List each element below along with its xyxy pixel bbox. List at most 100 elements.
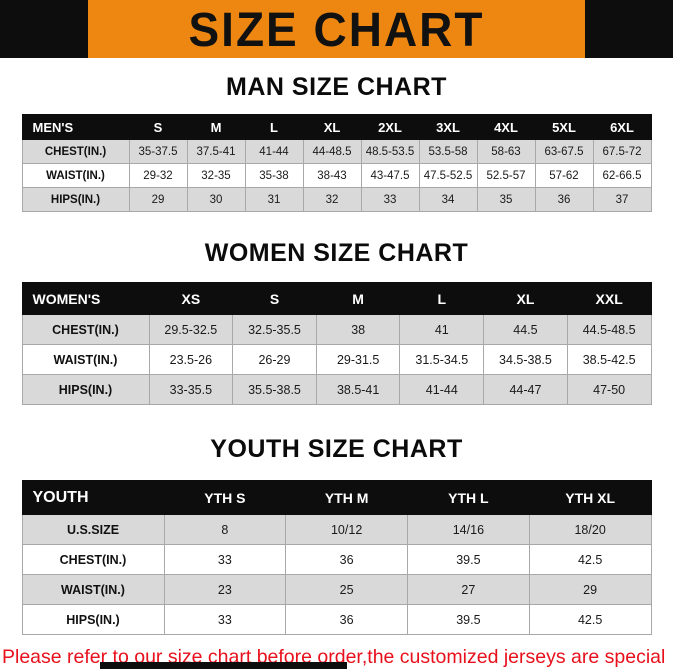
column-header: M xyxy=(315,282,401,315)
table-cell: 41-44 xyxy=(244,139,304,164)
table-corner-header: MEN'S xyxy=(21,114,130,140)
row-label: WAIST(IN.) xyxy=(21,163,130,188)
table-cell: 38.5-41 xyxy=(315,374,401,405)
table-cell: 38 xyxy=(315,314,401,345)
table-cell: 31 xyxy=(244,187,304,212)
table-cell: 29.5-32.5 xyxy=(148,314,234,345)
table-row: CHEST(IN.) 33 36 39.5 42.5 xyxy=(21,544,652,575)
table-cell: 35-38 xyxy=(244,163,304,188)
column-header: S xyxy=(232,282,317,315)
table-cell: 58-63 xyxy=(476,139,536,164)
table-cell: 41-44 xyxy=(399,374,485,405)
table-cell: 43-47.5 xyxy=(360,163,420,188)
table-cell: 31.5-34.5 xyxy=(399,344,485,375)
banner-corner-block-right xyxy=(585,0,673,58)
row-label: HIPS(IN.) xyxy=(21,604,165,635)
top-banner: SIZE CHART xyxy=(0,0,673,58)
table-cell: 27 xyxy=(407,574,530,605)
table-header-row: MEN'S S M L XL 2XL 3XL 4XL 5XL 6XL xyxy=(21,114,652,140)
table-cell: 33 xyxy=(163,544,287,575)
table-cell: 47.5-52.5 xyxy=(418,163,478,188)
column-header: S xyxy=(128,114,188,140)
table-cell: 48.5-53.5 xyxy=(360,139,420,164)
table-cell: 67.5-72 xyxy=(592,139,652,164)
table-cell: 37.5-41 xyxy=(186,139,246,164)
row-label: HIPS(IN.) xyxy=(21,374,150,405)
table-row: HIPS(IN.) 33-35.5 35.5-38.5 38.5-41 41-44 44-… xyxy=(21,374,652,405)
column-header: XS xyxy=(148,282,234,315)
table-cell: 29 xyxy=(528,574,652,605)
page-title: SIZE CHART xyxy=(188,1,485,57)
women-size-table: WOMEN'S XS S M L XL XXL CHEST(IN.) 29.5-32.5 32.5… xyxy=(21,282,652,405)
table-cell: 33 xyxy=(163,604,287,635)
table-cell: 32-35 xyxy=(186,163,246,188)
men-size-table: MEN'S S M L XL 2XL 3XL 4XL 5XL 6XL CHEST(IN.) 35-37… xyxy=(21,114,652,212)
row-label: WAIST(IN.) xyxy=(21,574,165,605)
row-label: CHEST(IN.) xyxy=(21,314,150,345)
table-cell: 26-29 xyxy=(232,344,317,375)
youth-size-chart-heading: YOUTH SIZE CHART xyxy=(210,435,463,463)
table-cell: 29-31.5 xyxy=(315,344,401,375)
table-cell: 42.5 xyxy=(528,544,652,575)
column-header: M xyxy=(186,114,246,140)
table-row: U.S.SIZE 8 10/12 14/16 18/20 xyxy=(21,514,652,545)
table-corner-header: WOMEN'S xyxy=(21,282,150,315)
row-label: CHEST(IN.) xyxy=(21,139,130,164)
table-row: HIPS(IN.) 29 30 31 32 33 34 35 36 37 xyxy=(21,187,652,212)
women-size-chart-heading: WOMEN SIZE CHART xyxy=(204,239,469,267)
table-row: HIPS(IN.) 33 36 39.5 42.5 xyxy=(21,604,652,635)
table-cell: 18/20 xyxy=(528,514,652,545)
column-header: YTH S xyxy=(163,480,287,515)
table-row: WAIST(IN.) 23.5-26 26-29 29-31.5 31.5-34.5 34… xyxy=(21,344,652,375)
row-label: U.S.SIZE xyxy=(21,514,165,545)
table-cell: 35-37.5 xyxy=(128,139,188,164)
table-row: CHEST(IN.) 29.5-32.5 32.5-35.5 38 41 44.5 44.5… xyxy=(21,314,652,345)
column-header: YTH XL xyxy=(528,480,652,515)
row-label: WAIST(IN.) xyxy=(21,344,150,375)
table-cell: 39.5 xyxy=(407,544,530,575)
column-header: 2XL xyxy=(360,114,420,140)
table-row: CHEST(IN.) 35-37.5 37.5-41 41-44 44-48.5 48.5… xyxy=(21,139,652,164)
table-cell: 32.5-35.5 xyxy=(232,314,317,345)
table-cell: 23.5-26 xyxy=(148,344,234,375)
table-header-row: WOMEN'S XS S M L XL XXL xyxy=(21,282,652,315)
table-cell: 34 xyxy=(418,187,478,212)
table-cell: 38-43 xyxy=(302,163,362,188)
table-cell: 34.5-38.5 xyxy=(483,344,568,375)
table-row: WAIST(IN.) 23 25 27 29 xyxy=(21,574,652,605)
table-cell: 14/16 xyxy=(407,514,530,545)
column-header: XXL xyxy=(566,282,652,315)
man-size-chart-heading: MAN SIZE CHART xyxy=(226,73,447,101)
table-cell: 36 xyxy=(534,187,594,212)
table-cell: 62-66.5 xyxy=(592,163,652,188)
table-cell: 41 xyxy=(399,314,485,345)
column-header: L xyxy=(399,282,485,315)
table-cell: 32 xyxy=(302,187,362,212)
column-header: YTH L xyxy=(407,480,530,515)
table-cell: 42.5 xyxy=(528,604,652,635)
bottom-decorative-bar xyxy=(100,662,347,669)
table-cell: 29-32 xyxy=(128,163,188,188)
table-cell: 23 xyxy=(163,574,287,605)
table-cell: 8 xyxy=(163,514,287,545)
column-header: 4XL xyxy=(476,114,536,140)
table-cell: 44-47 xyxy=(483,374,568,405)
table-cell: 39.5 xyxy=(407,604,530,635)
column-header: 6XL xyxy=(592,114,652,140)
column-header: YTH M xyxy=(285,480,408,515)
table-cell: 44-48.5 xyxy=(302,139,362,164)
table-cell: 29 xyxy=(128,187,188,212)
table-cell: 52.5-57 xyxy=(476,163,536,188)
table-cell: 36 xyxy=(285,544,408,575)
table-cell: 33-35.5 xyxy=(148,374,234,405)
row-label: CHEST(IN.) xyxy=(21,544,165,575)
table-cell: 35 xyxy=(476,187,536,212)
table-cell: 35.5-38.5 xyxy=(232,374,317,405)
banner-corner-block-left xyxy=(0,0,88,58)
table-cell: 44.5 xyxy=(483,314,568,345)
table-cell: 53.5-58 xyxy=(418,139,478,164)
column-header: XL xyxy=(483,282,568,315)
youth-size-table: YOUTH YTH S YTH M YTH L YTH XL U.S.SIZE 8 10/12… xyxy=(21,480,652,635)
column-header: L xyxy=(244,114,304,140)
